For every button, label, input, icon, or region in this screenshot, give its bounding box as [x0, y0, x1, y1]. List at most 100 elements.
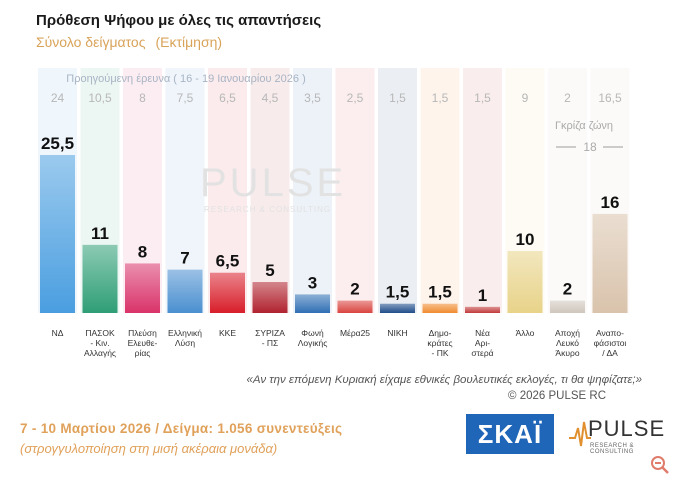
category-label-line-2-1: Ελευθε-	[128, 338, 158, 348]
previous-value-8: 1,5	[389, 91, 406, 105]
value-label-8: 1,5	[386, 283, 410, 302]
bar-5	[252, 282, 288, 313]
bar-4	[210, 272, 245, 313]
category-label-line-2-2: ρίας	[135, 348, 151, 358]
category-label-1: ΠΑΣΟΚ - Κιν. Αλλαγής	[84, 328, 116, 358]
category-label-3: Ελληνική Λύση	[168, 328, 202, 348]
grey-zone-value: 18	[583, 140, 597, 154]
bar-13	[592, 213, 628, 313]
column-bg-9	[420, 68, 460, 313]
category-label-line-3-0: Ελληνική	[168, 328, 202, 338]
category-label-line-11-0: Άλλο	[516, 328, 535, 338]
bar-9	[422, 303, 458, 313]
copyright: © 2026 PULSE RC	[508, 390, 606, 402]
previous-value-7: 2,5	[347, 91, 364, 105]
pulse-heartbeat-icon	[569, 421, 591, 447]
page-subtitle: Σύνολο δείγματος (Εκτίμηση)	[36, 34, 232, 50]
previous-value-11: 9	[522, 91, 529, 105]
value-label-12: 2	[563, 280, 572, 299]
category-label-line-12-0: Αποχή	[555, 328, 580, 338]
vote-intention-chart: PULSE RESEARCH & CONSULTING Προηγούμενη …	[38, 68, 630, 358]
value-label-4: 6,5	[216, 252, 240, 271]
value-label-13: 16	[601, 193, 620, 212]
category-labels: ΝΔ ΠΑΣΟΚ - Κιν. Αλλαγής Πλεύση Ελευθε-ρίας Ελλ…	[52, 328, 627, 358]
survey-dates: 7 - 10 Μαρτίου 2026 / Δείγμα: 1.056 συνε…	[20, 421, 343, 436]
grey-zone-label: Γκρίζα ζώνη	[555, 120, 613, 132]
previous-value-4: 6,5	[219, 91, 236, 105]
category-label-2: Πλεύση Ελευθε-ρίας	[128, 328, 158, 358]
category-label-10: Νέα Αρι-στερά	[471, 328, 493, 358]
column-bg-10	[463, 68, 502, 313]
category-label-line-13-2: / ΔΑ	[602, 348, 618, 358]
category-label-line-3-1: Λύση	[175, 338, 196, 348]
value-label-9: 1,5	[428, 283, 452, 302]
category-label-line-10-1: Αρι-	[475, 338, 490, 348]
previous-value-12: 2	[564, 91, 571, 105]
category-label-0: ΝΔ	[52, 328, 64, 338]
previous-value-6: 3,5	[304, 91, 321, 105]
category-label-6: Φωνή Λογικής	[298, 328, 328, 348]
pulse-logo: PULSE RESEARCH & CONSULTING	[568, 414, 666, 455]
category-label-line-10-0: Νέα	[475, 328, 490, 338]
category-label-line-6-0: Φωνή	[301, 328, 324, 338]
pulse-logo-word: PULSE	[588, 416, 666, 441]
category-label-line-10-2: στερά	[471, 348, 493, 358]
category-label-line-9-1: κράτες	[427, 338, 452, 348]
pulse-watermark: PULSE RESEARCH & CONSULTING	[200, 161, 346, 214]
category-label-4: ΚΚΕ	[219, 328, 236, 338]
category-label-line-12-2: Άκυρο	[555, 348, 579, 358]
category-label-13: Αναπο-φάσιστοι / ΔΑ	[594, 328, 627, 358]
bar-3	[167, 269, 203, 313]
bar-0	[40, 155, 75, 313]
zoom-out-icon[interactable]	[650, 455, 670, 475]
bar-2	[125, 263, 160, 313]
previous-value-9: 1,5	[432, 91, 449, 105]
category-label-line-13-1: φάσιστοι	[594, 338, 627, 348]
value-labels: 25,5 11 8 7 6,5 5 3 2 1,5 1,5 1 10 2 16	[41, 134, 620, 305]
category-label-line-13-0: Αναπο-	[596, 328, 624, 338]
previous-values: 24 10,5 8 7,5 6,5 4,5 3,5 2,5 1,5 1,5 1,5 9 2 16,5	[51, 91, 622, 105]
watermark-tagline: RESEARCH & CONSULTING	[204, 205, 331, 214]
value-label-1: 11	[91, 224, 109, 243]
category-label-line-12-1: Λευκό	[556, 338, 579, 348]
previous-value-10: 1,5	[474, 91, 491, 105]
category-label-line-9-2: - ΠΚ	[432, 348, 449, 358]
bar-10	[465, 306, 500, 313]
grey-zone: Γκρίζα ζώνη 18	[555, 120, 623, 154]
skai-logo: ΣΚΑΪ	[466, 414, 554, 454]
bar-1	[82, 244, 118, 313]
bar-8	[380, 303, 415, 313]
page-title: Πρόθεση Ψήφου με όλες τις απαντήσεις	[36, 12, 322, 29]
previous-value-3: 7,5	[177, 91, 194, 105]
value-label-5: 5	[265, 261, 274, 280]
category-label-line-5-0: ΣΥΡΙΖΑ	[255, 328, 285, 338]
previous-value-2: 8	[139, 91, 146, 105]
subtitle-estimate: (Εκτίμηση)	[155, 34, 223, 50]
category-label-8: ΝΙΚΗ	[387, 328, 407, 338]
value-label-3: 7	[180, 249, 189, 268]
category-label-line-4-0: ΚΚΕ	[219, 328, 236, 338]
value-label-11: 10	[516, 230, 535, 249]
previous-value-5: 4,5	[262, 91, 279, 105]
rounding-note: (στρογγυλοποίηση στη μισή ακέραια μονάδα…	[20, 441, 278, 456]
watermark-brand: PULSE	[200, 161, 346, 205]
category-label-9: Δημο-κράτες - ΠΚ	[427, 328, 452, 358]
column-bg-12	[548, 68, 587, 313]
bars	[40, 155, 628, 313]
category-label-12: Αποχή Λευκό Άκυρο	[555, 328, 580, 358]
value-label-7: 2	[350, 280, 359, 299]
survey-question: «Αν την επόμενη Κυριακή είχαμε εθνικές β…	[246, 374, 642, 386]
value-label-6: 3	[308, 273, 317, 292]
category-label-5: ΣΥΡΙΖΑ - ΠΣ	[255, 328, 285, 348]
column-bg-5	[250, 68, 290, 313]
category-label-line-9-0: Δημο-	[429, 328, 452, 338]
bar-11	[507, 251, 543, 313]
category-label-line-6-1: Λογικής	[298, 338, 328, 348]
category-label-line-1-2: Αλλαγής	[84, 348, 116, 358]
category-label-line-8-0: ΝΙΚΗ	[387, 328, 407, 338]
value-label-0: 25,5	[41, 134, 74, 153]
category-label-line-1-1: - Κιν.	[90, 338, 109, 348]
previous-value-0: 24	[51, 91, 65, 105]
category-label-11: Άλλο	[516, 328, 535, 338]
value-label-2: 8	[138, 242, 147, 261]
